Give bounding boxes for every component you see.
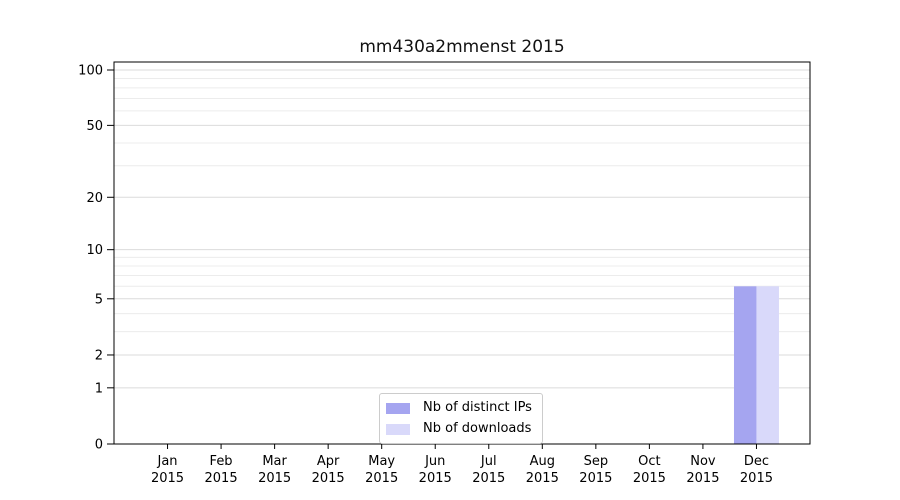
y-tick-label: 20 [86, 191, 103, 206]
x-tick-label-year: 2015 [258, 471, 291, 486]
y-tick-label: 1 [95, 381, 103, 396]
legend-label-distinct-ips: Nb of distinct IPs [423, 400, 532, 415]
chart-title: mm430a2mmenst 2015 [359, 37, 565, 57]
x-tick-label-year: 2015 [365, 471, 398, 486]
legend-swatch-distinct-ips [386, 402, 410, 414]
x-tick-label-month: Sep [584, 454, 609, 469]
x-tick-label-year: 2015 [579, 471, 612, 486]
x-tick-label-year: 2015 [205, 471, 238, 486]
x-tick-label-year: 2015 [312, 471, 345, 486]
x-tick-label-month: Aug [530, 454, 555, 469]
bar-downloads-Dec [756, 286, 779, 444]
bar-distinct-ips-Dec [733, 286, 757, 444]
x-tick-label-month: Apr [317, 454, 340, 469]
x-tick-label-month: Oct [638, 454, 660, 469]
x-tick-label-month: May [368, 454, 395, 469]
y-tick-label: 0 [95, 438, 103, 453]
x-tick-label-year: 2015 [151, 471, 184, 486]
legend: Nb of distinct IPs Nb of downloads [379, 393, 543, 444]
x-tick-label-year: 2015 [740, 471, 773, 486]
x-tick-label-year: 2015 [633, 471, 666, 486]
x-tick-label-year: 2015 [472, 471, 505, 486]
x-tick-label-year: 2015 [686, 471, 719, 486]
x-tick-label-month: Jun [424, 454, 445, 469]
x-tick-label-month: Nov [690, 454, 716, 469]
legend-item-distinct-ips: Nb of distinct IPs [386, 399, 532, 417]
legend-item-downloads: Nb of downloads [386, 420, 532, 438]
x-tick-label-month: Mar [262, 454, 287, 469]
x-tick-label-month: Jan [157, 454, 178, 469]
plot-border [113, 61, 811, 445]
x-tick-label-month: Dec [744, 454, 769, 469]
y-tick-label: 5 [95, 292, 103, 307]
x-tick-label-month: Jul [480, 454, 497, 469]
legend-label-downloads: Nb of downloads [423, 421, 532, 436]
legend-swatch-downloads [386, 423, 410, 435]
y-tick-label: 100 [78, 64, 103, 79]
y-tick-label: 10 [86, 243, 103, 258]
y-tick-label: 50 [86, 119, 103, 134]
x-tick-label-year: 2015 [419, 471, 452, 486]
y-tick-label: 2 [95, 348, 103, 363]
x-tick-label-year: 2015 [526, 471, 559, 486]
x-tick-label-month: Feb [210, 454, 233, 469]
